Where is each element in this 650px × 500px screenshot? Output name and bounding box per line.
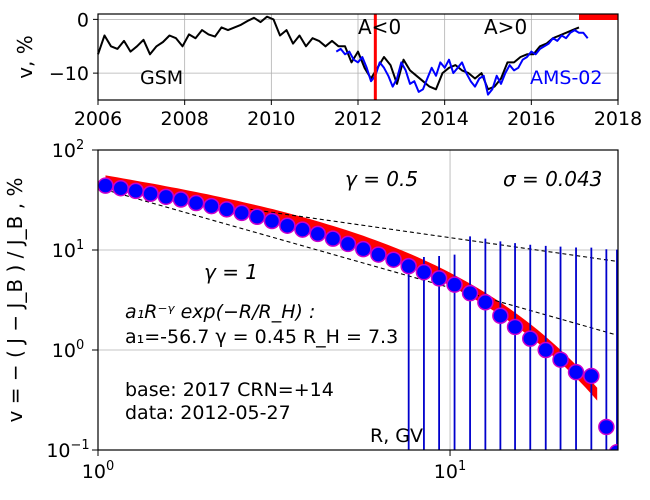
- bottom-x-tick-label: 100: [82, 459, 114, 483]
- data-point: [415, 263, 433, 281]
- data-point: [127, 182, 144, 200]
- data-point: [537, 341, 554, 359]
- fit-band: [105, 175, 598, 401]
- top-x-tick-label: 2006: [74, 108, 122, 130]
- top-x-ticks: 2006 2008 2010 2012 2014 2016 2018: [74, 100, 642, 130]
- bottom-x-tick-label: 101: [434, 459, 466, 483]
- data-point: [461, 284, 479, 302]
- formula-line-2: a₁=-56.7 γ = 0.45 R_H = 7.3: [125, 326, 398, 348]
- data-point: [522, 330, 539, 347]
- reference-line-gamma-1: [98, 187, 618, 336]
- data-point: [400, 257, 417, 275]
- formula-line-1: a₁R⁻ᵞ exp(−R/R_H) :: [125, 301, 315, 323]
- data-points: [98, 177, 618, 450]
- top-x-tick-label: 2014: [420, 108, 468, 130]
- bottom-frame: [97, 149, 619, 451]
- bottom-y-tick-label: 102: [52, 138, 84, 162]
- data-point: [370, 246, 387, 263]
- data-point: [385, 251, 402, 268]
- data-point: [263, 212, 281, 230]
- gsm-label: GSM: [140, 67, 183, 89]
- bottom-y-ticks: 10−1 100 101 102: [46, 138, 98, 462]
- data-point: [309, 225, 327, 243]
- ams-label: AMS-02: [530, 67, 602, 89]
- top-x-tick-label: 2016: [507, 108, 555, 130]
- data-point: [98, 177, 114, 194]
- series-line-ams-02: [335, 29, 589, 96]
- top-panel: 2006 2008 2010 2012 2014 2016 2018 0 −10 v, % G…: [13, 9, 642, 130]
- data-point: [142, 185, 159, 203]
- gamma-bottom-label: γ = 1: [204, 260, 258, 284]
- data-date-line: data: 2012-05-27: [125, 402, 291, 424]
- top-x-tick-label: 2018: [594, 108, 642, 130]
- top-y-tick-label: 0: [77, 9, 89, 31]
- negative-polarity-label: A<0: [358, 15, 401, 39]
- reference-bar: [579, 14, 618, 20]
- data-point: [294, 221, 311, 238]
- gamma-top-label: γ = 0.5: [345, 167, 418, 191]
- data-point: [430, 270, 448, 287]
- data-point: [446, 276, 463, 293]
- top-y-ticks: 0 −10: [49, 9, 98, 85]
- top-x-tick-label: 2010: [247, 108, 295, 130]
- bottom-x-axis-label: R, GV: [370, 425, 423, 447]
- data-point: [203, 197, 220, 215]
- positive-polarity-label: A>0: [484, 15, 527, 39]
- data-point: [567, 363, 585, 381]
- sigma-label: σ = 0.043: [503, 167, 602, 191]
- data-point: [324, 230, 342, 247]
- data-point: [492, 307, 509, 325]
- data-point: [355, 240, 372, 258]
- data-point: [279, 217, 296, 234]
- top-y-axis-label: v, %: [13, 35, 37, 79]
- data-point: [187, 194, 205, 212]
- data-point: [506, 318, 524, 336]
- data-point: [248, 208, 266, 226]
- data-point: [233, 204, 250, 222]
- top-x-tick-label: 2012: [334, 108, 382, 130]
- top-grid: [97, 14, 619, 100]
- bottom-y-tick-label: 101: [52, 238, 84, 262]
- data-point: [609, 443, 618, 450]
- data-point: [477, 294, 494, 311]
- data-point: [339, 235, 357, 253]
- bottom-y-axis-label: v = − ( J − J_B ) / J_B , %: [3, 178, 27, 423]
- data-point: [172, 191, 190, 208]
- error-bars: [407, 236, 618, 450]
- base-line: base: 2017 CRN=+14: [125, 379, 334, 401]
- bottom-x-ticks: 100 101: [82, 450, 466, 483]
- top-series: [97, 15, 589, 96]
- data-point: [112, 179, 129, 197]
- data-point: [157, 188, 175, 206]
- data-point: [218, 201, 235, 218]
- bottom-y-tick-label: 10−1: [46, 438, 89, 462]
- top-y-tick-label: −10: [49, 63, 89, 85]
- data-point: [552, 351, 569, 368]
- bottom-y-tick-label: 100: [52, 338, 84, 362]
- data-point: [583, 367, 600, 385]
- top-x-tick-label: 2008: [160, 108, 208, 130]
- data-point: [598, 418, 615, 436]
